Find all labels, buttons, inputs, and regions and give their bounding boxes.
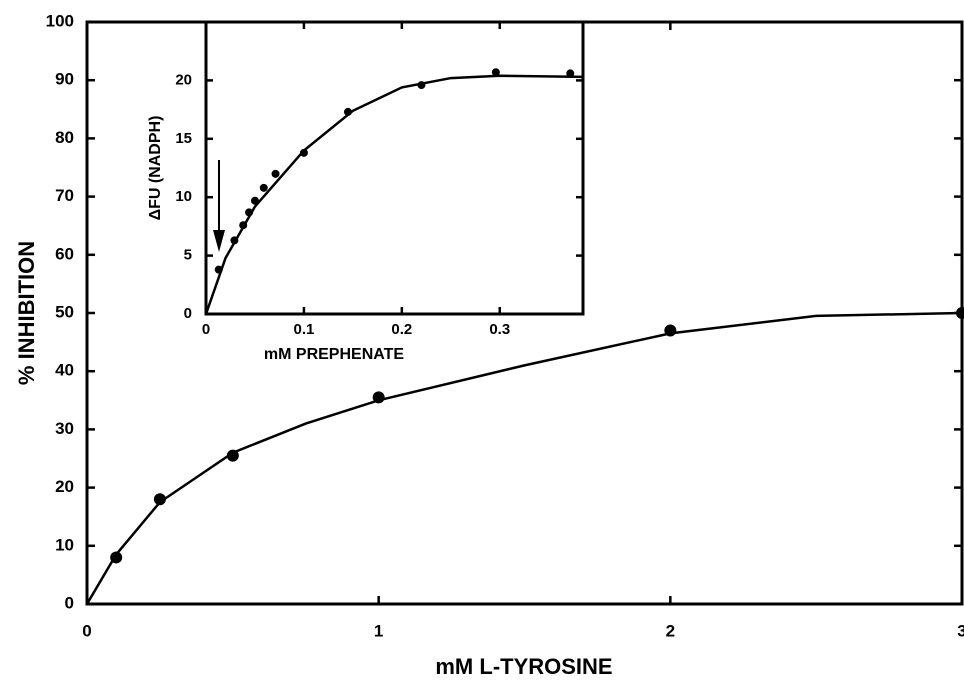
y-tick-label: 30 xyxy=(55,419,74,438)
x-tick-label: 0 xyxy=(82,621,91,640)
y-tick-label: 10 xyxy=(55,535,74,554)
y-tick-label: 15 xyxy=(175,130,192,147)
x-axis-label: mM PREPHENATE xyxy=(264,346,404,363)
y-tick-label: 60 xyxy=(55,244,74,263)
y-tick-label: 80 xyxy=(55,128,74,147)
x-tick-label: 1 xyxy=(374,621,383,640)
data-point xyxy=(343,107,352,116)
data-point xyxy=(271,169,280,178)
data-point xyxy=(110,551,123,564)
plot-frame xyxy=(204,20,585,316)
y-tick-label: 20 xyxy=(175,71,192,88)
y-tick-label: 20 xyxy=(55,477,74,496)
x-tick-label: 0.3 xyxy=(489,321,510,338)
y-tick-label: 0 xyxy=(184,305,192,322)
y-tick-label: 70 xyxy=(55,186,74,205)
x-axis-label: mM L-TYROSINE xyxy=(435,654,612,679)
data-point xyxy=(664,324,677,337)
data-point xyxy=(214,265,223,274)
data-point xyxy=(491,68,500,77)
data-point xyxy=(299,148,308,157)
y-tick-label: 10 xyxy=(175,188,192,205)
inset-chart: 0 0.1 0.2 0.3 0 5 10 15 20 mM PREPHENATE ΔFU (NADP… xyxy=(147,20,585,363)
y-tick-label: 0 xyxy=(65,593,74,612)
x-tick-label: 3 xyxy=(957,621,964,640)
data-point xyxy=(259,183,268,192)
y-tick-label: 100 xyxy=(46,11,74,30)
y-tick-label: 90 xyxy=(55,70,74,89)
y-tick-label: 50 xyxy=(55,302,74,321)
data-point xyxy=(239,221,248,230)
y-tick-label: 40 xyxy=(55,361,74,380)
y-tick-label: 5 xyxy=(184,247,192,264)
data-point xyxy=(230,236,239,245)
fit-curve xyxy=(85,311,963,605)
y-axis-label: ΔFU (NADPH) xyxy=(147,116,164,221)
data-point xyxy=(226,449,239,462)
data-point xyxy=(245,208,254,217)
x-tick-label: 2 xyxy=(666,621,675,640)
x-tick-label: 0.2 xyxy=(391,321,412,338)
x-tick-label: 0.1 xyxy=(293,321,314,338)
x-tick-label: 0 xyxy=(202,321,210,338)
data-point xyxy=(417,81,426,90)
y-axis-label: % INHIBITION xyxy=(14,241,39,385)
data-point xyxy=(956,307,964,319)
arrow-head xyxy=(213,230,225,252)
data-point xyxy=(372,391,385,404)
data-point xyxy=(250,196,259,205)
data-point xyxy=(566,69,575,78)
data-point xyxy=(153,493,166,506)
